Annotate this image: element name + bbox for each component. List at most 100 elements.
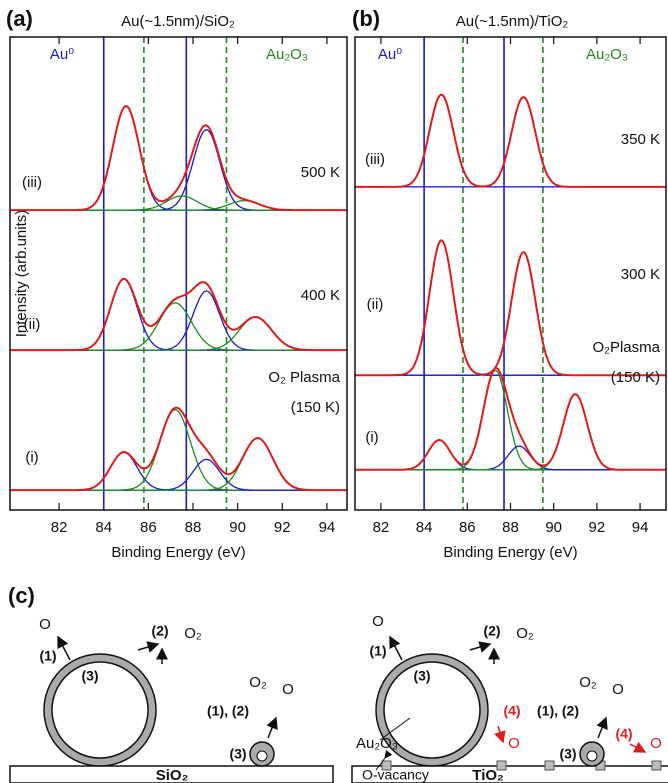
small-particle-core [586,750,598,762]
x-tick-label: 92 [589,519,606,536]
label: (1), (2) [537,703,579,719]
chart-title: Au(~1.5nm)/TiO₂ [456,13,569,30]
small-particle-core [256,750,268,762]
series-annotation: (150 K) [611,369,660,386]
fit-component [10,105,347,211]
vacancy [496,760,507,771]
arrow [494,725,506,744]
particle-shell [44,654,156,766]
x-tick-label: 82 [51,519,68,536]
spectra-panels: (a) Au(~1.5nm)/SiO₂ Binding Energy (eV) Int… [6,6,667,561]
y-axis-label: Intensity (arb.units) [13,210,30,338]
x-tick-label: 88 [185,519,202,536]
arrow [57,635,71,661]
fit-component [10,437,347,491]
substrate-label: SiO₂ [156,767,189,783]
vacancy-label: O-vacancy [362,767,429,783]
label: (1) [39,648,56,664]
vacancy [381,760,392,771]
label: (2) [483,623,500,639]
panel-label: (b) [352,6,380,31]
arrow [596,716,608,739]
x-tick-label: 94 [319,519,336,536]
schematic: (c) O (1) (2) O₂ (3) O₂ O (1), (2) (3) S… [8,583,668,783]
label: (1) [369,643,386,659]
series-label: (iii) [22,174,42,191]
x-tick-label: 90 [229,519,246,536]
series-annotation: (150 K) [291,399,340,416]
panel-label: (c) [8,583,35,608]
fit-envelope [355,366,666,471]
x-tick-label: 82 [373,519,390,536]
label: (2) [151,623,168,639]
label: (3) [229,746,246,762]
x-tick-label: 88 [502,519,519,536]
fit-component [10,278,347,351]
fit-component [10,290,347,351]
label: O₂ [516,625,534,642]
series-annotation: 400 K [301,287,340,304]
particle-core [51,661,149,759]
arrow [137,641,160,653]
reference-label: Au⁰ [50,46,74,63]
series-label: (ii) [367,296,384,313]
series-annotation: 500 K [301,164,340,181]
label: O [372,613,384,630]
substrate-label: TiO₂ [472,767,503,783]
label: (4) [503,703,520,719]
fit-component [10,458,347,491]
reference-label: Au₂O₃ [266,46,308,63]
arrow [266,716,278,739]
fit-component [355,96,666,188]
particle-outline [375,653,489,767]
x-tick-label: 92 [274,519,291,536]
reference-label: Au₂O₃ [586,46,628,63]
fit-component [355,439,666,471]
fit-component [10,129,347,211]
x-axis-label: Binding Energy (eV) [443,544,577,561]
chart-title: Au(~1.5nm)/SiO₂ [121,13,235,30]
vacancy [651,760,662,771]
particle-outline [43,653,157,767]
fit-envelope [10,105,347,212]
fit-component [355,251,666,376]
fit-envelope [355,93,666,188]
plot-frame [9,36,348,511]
arrow [469,641,492,653]
label: O [612,681,624,698]
x-tick-label: 84 [95,519,112,536]
particle-core [383,661,481,759]
label: Au₂O₃ [356,735,398,752]
label: O [650,735,662,752]
particle-shell [376,654,488,766]
panel-label: (a) [6,6,33,31]
vacancy [544,760,555,771]
plot-frame [354,36,667,511]
fit-component [10,195,347,211]
substrate [9,765,334,783]
label: (4) [615,726,632,742]
series-label: (iii) [365,151,385,168]
x-tick-label: 86 [459,519,476,536]
leader [379,717,411,741]
fit-envelope [10,406,347,492]
label: O [508,735,520,752]
fit-component [355,445,666,471]
label: O₂ [184,625,202,642]
x-axis-label: Binding Energy (eV) [111,544,245,561]
label: (3) [559,746,576,762]
series-annotation: 350 K [621,131,660,148]
fit-envelope [10,277,347,352]
arrow [629,741,647,753]
series-label: (i) [25,449,38,466]
substrate [351,765,668,783]
series-annotation: 300 K [621,266,660,283]
fit-envelope [355,239,666,377]
fit-component [10,409,347,491]
label: O [39,616,51,633]
x-tick-label: 86 [140,519,157,536]
x-tick-label: 84 [416,519,433,536]
label: (3) [413,668,430,684]
label: O₂ [249,674,267,691]
